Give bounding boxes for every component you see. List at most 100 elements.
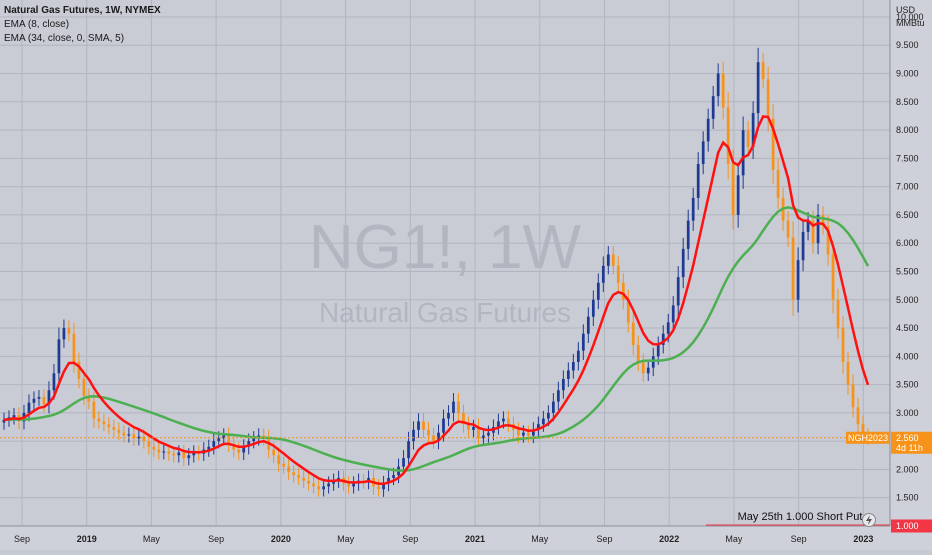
last-price-value: 2.560 [896,433,919,443]
candle-body [417,421,420,430]
ema-lines [3,115,870,486]
candle-body [776,169,780,198]
candle-body [606,254,610,266]
candle-body [611,254,615,266]
candle-body [701,141,705,165]
time-tick-label: 2021 [465,534,485,544]
candle-body [831,254,835,300]
put-price-badge: 1.000 [891,519,932,533]
candle-body [726,107,730,165]
put-price-badge-bg [891,519,932,533]
candle-body [77,361,81,379]
ema-34-line [3,206,870,472]
candle-body [82,378,86,396]
price-tick-label: 3.500 [896,380,919,390]
candle-body [177,452,181,456]
candle-body [232,443,236,450]
last-price-badge[interactable]: NGH2023 2.560 4d 11h [846,431,932,454]
candle-body [841,328,845,362]
candle-body [861,424,865,436]
price-tick-label: 2.000 [896,464,919,474]
candle-body [242,446,246,453]
candle-body [596,282,600,300]
candle-body [796,260,800,300]
candle-body [462,412,465,425]
candle-body [761,62,765,80]
candle-body [212,441,216,447]
candle-body [561,378,565,391]
candle-body [302,477,306,481]
candle-body [522,432,525,436]
candle-body [377,486,380,490]
candle-body [402,458,405,467]
candle-body [591,299,595,317]
candle-body [696,164,700,198]
candle-body [277,455,281,464]
candle-body [801,231,805,261]
candle-body [227,435,231,444]
candle-body [12,415,16,418]
candle-body [816,214,820,244]
candle-body [412,429,415,442]
candle-body [67,328,71,334]
unit-label-mmbtu: MMBtu [896,18,925,28]
candle-body [532,429,535,436]
candle-body [497,421,500,428]
candle-body [352,483,355,487]
price-tick-label: 10.000 [896,12,924,22]
price-axis-unit: USD MMBtu [896,5,925,28]
candle-body [482,435,485,439]
time-tick-label: Sep [14,534,30,544]
candle-body [686,220,690,249]
price-tick-label: 9.500 [896,40,919,50]
candle-body [92,401,96,419]
candle-body [282,463,286,467]
candle-body [576,350,580,362]
candle-body [746,130,750,148]
price-tick-label: 5.000 [896,295,919,305]
candle-body [307,480,311,484]
candle-body [187,455,191,459]
candle-body [297,475,301,478]
candle-body [731,164,735,215]
candle-body [671,305,675,323]
candle-body [571,361,575,371]
candle-body [57,339,61,374]
candle-body [542,418,545,425]
candle-body [527,432,530,436]
candle-body [566,370,570,379]
price-axis-bg [890,0,932,550]
price-tick-label: 5.500 [896,266,919,276]
price-tick-label: 9.000 [896,69,919,79]
candle-body [117,429,121,433]
watermark-symbol: NG1!, 1W [309,213,582,282]
candle-body [142,436,146,442]
time-tick-label: May [725,534,743,544]
replay-icon[interactable] [862,513,876,527]
time-axis: Sep 2019 May Sep 2020 May Sep 2021 May Sep 2022 May… [14,534,873,544]
candle-body [132,434,136,439]
candle-body [332,480,335,484]
chart-legend: Natural Gas Futures, 1W, NYMEX EMA (8, c… [4,4,161,46]
candle-body [691,197,695,221]
candle-body [601,265,605,283]
candle-body [102,421,106,425]
candle-body [207,446,211,450]
candle-body [72,333,76,362]
candle-body [821,214,825,227]
time-tick-label: May [143,534,161,544]
candle-body [382,483,385,490]
candle-body [107,424,111,428]
candle-body [97,418,101,422]
candle-body [62,328,66,340]
price-tick-label: 4.000 [896,351,919,361]
candle-body [502,418,505,422]
price-tick-label: 6.000 [896,238,919,248]
price-tick-label: 8.000 [896,125,919,135]
candle-body [856,407,860,425]
candle-body [422,421,425,430]
candle-body [771,118,775,170]
price-tick-label: 7.000 [896,182,919,192]
